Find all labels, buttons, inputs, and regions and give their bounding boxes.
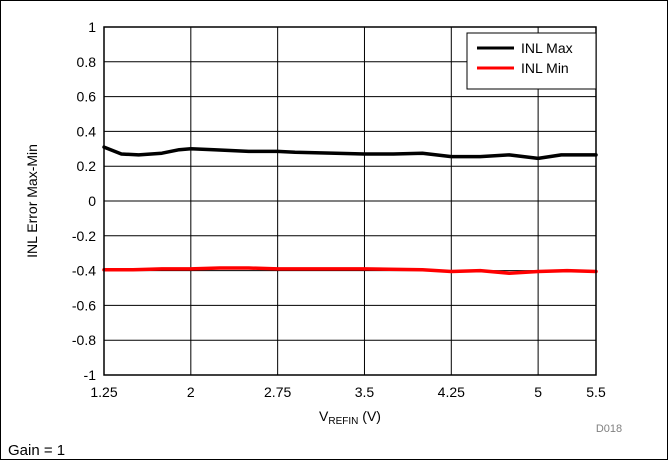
figure-code: D018 <box>596 423 622 435</box>
x-axis-label: VREFIN (V) <box>319 408 381 427</box>
legend-box <box>466 32 597 90</box>
x-axis-label-unit: (V) <box>358 408 381 424</box>
x-tick-label: 1.25 <box>90 384 117 400</box>
y-tick-label: 0.4 <box>77 123 97 139</box>
x-tick-label: 2 <box>187 384 195 400</box>
x-tick-label: 5.5 <box>586 384 606 400</box>
series-line-inl-min <box>102 266 598 275</box>
y-tick-label: 0 <box>88 193 96 209</box>
y-tick-label: 0.8 <box>77 54 97 70</box>
legend: INL Max INL Min <box>466 32 597 90</box>
x-axis-label-subscript: REFIN <box>328 416 358 427</box>
y-tick-label: 0.6 <box>77 89 97 105</box>
y-axis-label: INL Error Max-Min <box>24 144 40 258</box>
x-tick-label: 3.5 <box>355 384 375 400</box>
x-tick-label: 5 <box>534 384 542 400</box>
y-tick-label: -0.8 <box>72 332 96 348</box>
legend-label-inl-max: INL Max <box>521 40 573 56</box>
x-axis-label-main: V <box>319 408 329 424</box>
y-tick-label: -0.6 <box>72 297 96 313</box>
x-tick-label: 4.25 <box>438 384 465 400</box>
x-tick-label: 2.75 <box>264 384 291 400</box>
y-tick-label: -0.2 <box>72 228 96 244</box>
y-tick-label: 1 <box>88 19 96 35</box>
legend-label-inl-min: INL Min <box>521 60 569 76</box>
gain-condition-note: Gain = 1 <box>8 442 65 459</box>
y-tick-label: -1 <box>84 367 97 383</box>
tick-labels: 1.25 2 2.75 3.5 4.25 5 5.5 -1 -0.8 -0.6 -0.4 -0.2 0 0… <box>72 19 606 400</box>
y-tick-label: 0.2 <box>77 158 97 174</box>
y-tick-label: -0.4 <box>72 263 96 279</box>
series-line-inl-max <box>102 145 598 161</box>
series-layer <box>102 145 598 275</box>
plot-area-border <box>103 26 597 376</box>
